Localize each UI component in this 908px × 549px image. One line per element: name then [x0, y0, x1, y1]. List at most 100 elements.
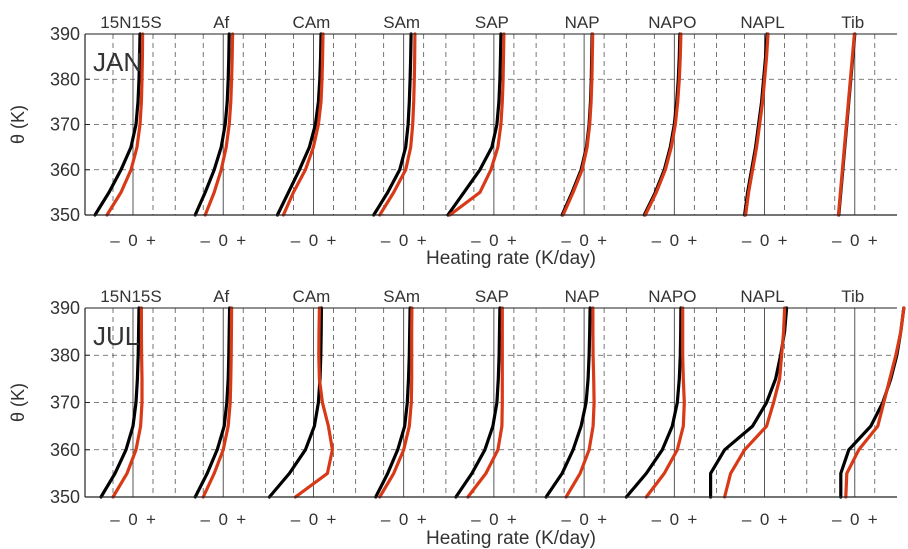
x-tick-label: – [561, 510, 571, 529]
series-line-black [267, 306, 323, 499]
x-tick-label: 0 [309, 510, 318, 529]
x-tick-label: 0 [579, 231, 588, 250]
y-tick-label: 390 [50, 24, 80, 44]
x-tick-label: + [597, 510, 607, 529]
panel-title: NAPO [648, 13, 696, 32]
panel-title: Tib [841, 13, 864, 32]
x-tick-label: 0 [489, 231, 498, 250]
x-tick-label: + [326, 231, 336, 250]
panel-title: CAm [293, 13, 331, 32]
x-tick-label: – [832, 510, 842, 529]
x-axis-label: Heating rate (K/day) [426, 248, 596, 269]
series-line-black [372, 32, 413, 217]
x-tick-label: – [832, 231, 842, 250]
y-tick-label: 380 [50, 69, 80, 89]
series-line-black [99, 306, 141, 499]
series-line-black [93, 32, 142, 217]
y-axis-label: θ (K) [8, 105, 28, 144]
series-line-red [743, 32, 770, 217]
x-tick-label: 0 [399, 510, 408, 529]
x-tick-label: – [652, 231, 662, 250]
x-tick-label: + [507, 231, 517, 250]
x-tick-label: 0 [128, 231, 137, 250]
x-tick-label: 0 [760, 510, 769, 529]
panel-title: NAPL [740, 287, 784, 306]
x-tick-label: + [868, 231, 878, 250]
month-label: JAN [93, 47, 142, 77]
x-tick-label: + [597, 231, 607, 250]
series-line-red [722, 306, 787, 499]
series-line-black [374, 306, 412, 499]
x-tick-label: 0 [760, 231, 769, 250]
x-tick-label: + [236, 510, 246, 529]
x-tick-label: + [687, 510, 697, 529]
y-tick-label: 350 [50, 487, 80, 507]
series-line-red [293, 306, 334, 499]
x-tick-label: – [381, 231, 391, 250]
series-line-red [836, 32, 857, 217]
series-line-black [624, 306, 683, 499]
x-tick-label: – [200, 231, 210, 250]
x-tick-label: – [742, 231, 752, 250]
y-tick-label: 350 [50, 205, 80, 225]
x-tick-label: 0 [218, 231, 227, 250]
y-tick-label: 370 [50, 115, 80, 135]
series-line-red [448, 32, 506, 217]
x-tick-label: + [778, 510, 788, 529]
panel-title: SAm [383, 287, 420, 306]
panel-title: SAP [475, 287, 509, 306]
month-label: JUL [93, 321, 139, 351]
x-tick-label: + [146, 510, 156, 529]
panel-title: NAPO [648, 287, 696, 306]
y-axis-label: θ (K) [8, 383, 28, 422]
series-line-red [644, 306, 686, 499]
x-tick-label: – [561, 231, 571, 250]
x-tick-label: + [326, 510, 336, 529]
panel-title: SAP [475, 13, 509, 32]
x-tick-label: – [381, 510, 391, 529]
x-tick-label: + [146, 231, 156, 250]
x-tick-label: – [471, 231, 481, 250]
x-tick-label: + [417, 510, 427, 529]
series-line-red [643, 32, 683, 217]
x-tick-label: – [200, 510, 210, 529]
y-tick-label: 380 [50, 345, 80, 365]
chart-jul [84, 306, 906, 499]
series-line-red [466, 306, 504, 499]
x-tick-label: 0 [309, 231, 318, 250]
x-tick-label: 0 [128, 510, 137, 529]
series-line-red [105, 32, 145, 217]
x-tick-label: 0 [218, 510, 227, 529]
y-tick-label: 360 [50, 440, 80, 460]
y-tick-label: 360 [50, 160, 80, 180]
series-line-red [378, 32, 417, 217]
panel-title: CAm [293, 287, 331, 306]
series-line-red [844, 306, 906, 499]
panel-title: 15N15S [100, 287, 161, 306]
x-tick-label: 0 [489, 510, 498, 529]
x-tick-label: – [291, 231, 301, 250]
series-line-black [193, 32, 231, 217]
series-line-red [203, 32, 235, 217]
series-line-red [564, 306, 596, 499]
x-tick-label: – [742, 510, 752, 529]
panel-title: NAP [565, 13, 600, 32]
chart-jan [84, 32, 897, 217]
x-tick-label: – [291, 510, 301, 529]
panel-title: SAm [383, 13, 420, 32]
panel-title: Af [213, 287, 229, 306]
x-tick-label: + [507, 510, 517, 529]
y-tick-label: 390 [50, 298, 80, 318]
panel-title: Tib [841, 287, 864, 306]
x-tick-label: – [652, 510, 662, 529]
x-tick-label: + [687, 231, 697, 250]
x-tick-label: 0 [850, 231, 859, 250]
x-tick-label: + [868, 510, 878, 529]
x-tick-label: – [110, 510, 120, 529]
x-tick-label: – [110, 231, 120, 250]
panel-title: Af [213, 13, 229, 32]
series-line-black [446, 32, 503, 217]
x-tick-label: + [236, 231, 246, 250]
series-line-black [544, 306, 592, 499]
x-tick-label: 0 [670, 510, 679, 529]
